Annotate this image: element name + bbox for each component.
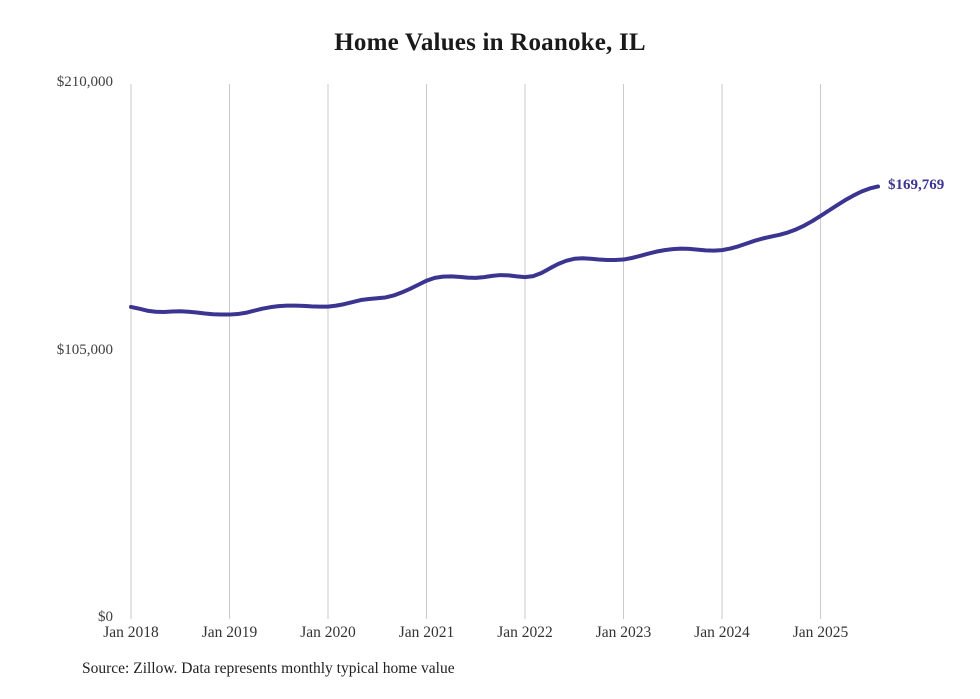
x-axis-tick-label: Jan 2022 [497, 624, 553, 641]
x-axis-tick-label: Jan 2021 [398, 624, 455, 641]
home-value-line [129, 184, 880, 317]
x-axis-tick-label: Jan 2020 [300, 624, 356, 641]
y-axis-tick-label: $210,000 [56, 74, 113, 90]
gridline-group [130, 84, 822, 619]
y-axis-tick-label: $105,000 [56, 341, 113, 358]
chart-title: Home Values in Roanoke, IL [334, 29, 646, 56]
x-axis-tick-label: Jan 2018 [103, 624, 159, 641]
x-axis-tick-label: Jan 2023 [595, 624, 652, 641]
x-axis-tick-label: Jan 2025 [792, 624, 849, 641]
source-note: Source: Zillow. Data represents monthly … [82, 660, 455, 677]
end-value-label: $169,769 [888, 177, 945, 194]
x-axis-tick-label: Jan 2024 [694, 624, 750, 641]
x-axis-tick-label: Jan 2019 [201, 624, 258, 641]
y-axis-tick-label: $0 [98, 609, 113, 625]
